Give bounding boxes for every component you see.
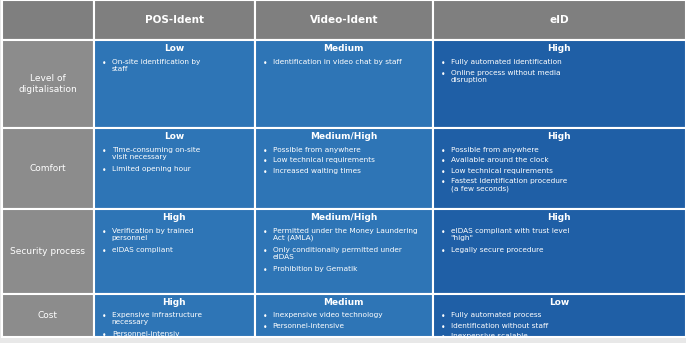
FancyBboxPatch shape	[1, 128, 94, 209]
Text: •: •	[441, 333, 445, 342]
Text: Fully automated process: Fully automated process	[451, 312, 541, 318]
Text: Available around the clock: Available around the clock	[451, 157, 548, 163]
Text: •: •	[102, 166, 107, 175]
Text: Possible from anywhere: Possible from anywhere	[272, 147, 360, 153]
Text: Online process without media
disruption: Online process without media disruption	[451, 70, 560, 83]
Text: On-site identification by
staff: On-site identification by staff	[112, 59, 200, 72]
Text: High: High	[547, 45, 571, 54]
Text: Cost: Cost	[38, 311, 58, 320]
FancyBboxPatch shape	[255, 209, 433, 294]
Text: eIDAS compliant: eIDAS compliant	[112, 247, 173, 253]
Text: Limited opening hour: Limited opening hour	[112, 166, 191, 172]
Text: Increased waiting times: Increased waiting times	[272, 168, 361, 174]
Text: Security process: Security process	[10, 247, 85, 256]
Text: High: High	[163, 297, 186, 307]
Text: •: •	[263, 228, 268, 237]
FancyBboxPatch shape	[94, 128, 255, 209]
Text: Identification in video chat by staff: Identification in video chat by staff	[272, 59, 401, 65]
FancyBboxPatch shape	[1, 0, 94, 40]
Text: •: •	[102, 312, 107, 321]
Text: Video-Ident: Video-Ident	[309, 15, 378, 25]
Text: •: •	[102, 331, 107, 340]
Text: Low technical requirements: Low technical requirements	[451, 168, 552, 174]
Text: •: •	[263, 312, 268, 321]
Text: Low technical requirements: Low technical requirements	[272, 157, 375, 163]
FancyBboxPatch shape	[255, 40, 433, 128]
FancyBboxPatch shape	[433, 209, 686, 294]
Text: •: •	[263, 266, 268, 275]
Text: •: •	[441, 312, 445, 321]
Text: •: •	[102, 147, 107, 156]
FancyBboxPatch shape	[433, 40, 686, 128]
FancyBboxPatch shape	[94, 294, 255, 338]
FancyBboxPatch shape	[94, 209, 255, 294]
FancyBboxPatch shape	[255, 128, 433, 209]
FancyBboxPatch shape	[255, 294, 433, 338]
Text: Low: Low	[164, 132, 185, 141]
FancyBboxPatch shape	[1, 209, 94, 294]
Text: Possible from anywhere: Possible from anywhere	[451, 147, 539, 153]
Text: •: •	[441, 228, 445, 237]
Text: eID: eID	[549, 15, 569, 25]
Text: Time-consuming on-site
visit necessary: Time-consuming on-site visit necessary	[112, 147, 200, 160]
Text: •: •	[441, 168, 445, 177]
Text: Inexpensive video technology: Inexpensive video technology	[272, 312, 382, 318]
Text: •: •	[102, 228, 107, 237]
Text: •: •	[263, 157, 268, 166]
Text: •: •	[263, 322, 268, 332]
Text: Identification without staff: Identification without staff	[451, 322, 548, 329]
FancyBboxPatch shape	[433, 0, 686, 40]
Text: •: •	[441, 247, 445, 256]
Text: Legally secure procedure: Legally secure procedure	[451, 247, 543, 253]
Text: Medium: Medium	[324, 297, 364, 307]
Text: Expensive infrastructure
necessary: Expensive infrastructure necessary	[112, 312, 202, 325]
Text: Low: Low	[549, 297, 569, 307]
Text: •: •	[441, 322, 445, 332]
Text: High: High	[547, 132, 571, 141]
Text: Fastest identification procedure
(a few seconds): Fastest identification procedure (a few …	[451, 178, 567, 192]
Text: Permitted under the Money Laundering
Act (AMLA): Permitted under the Money Laundering Act…	[272, 228, 417, 241]
Text: POS-Ident: POS-Ident	[145, 15, 204, 25]
Text: •: •	[441, 59, 445, 68]
Text: Level of
digitalisation: Level of digitalisation	[19, 74, 78, 94]
FancyBboxPatch shape	[94, 0, 255, 40]
Text: Medium/High: Medium/High	[310, 132, 377, 141]
Text: •: •	[441, 157, 445, 166]
Text: Medium/High: Medium/High	[310, 213, 377, 222]
Text: High: High	[547, 213, 571, 222]
Text: •: •	[102, 247, 107, 256]
FancyBboxPatch shape	[255, 0, 433, 40]
Text: •: •	[441, 178, 445, 187]
Text: Inexpensive scalable: Inexpensive scalable	[451, 333, 528, 339]
Text: •: •	[102, 59, 107, 68]
Text: Fully automated identification: Fully automated identification	[451, 59, 561, 65]
Text: eIDAS compliant with trust level
"high": eIDAS compliant with trust level "high"	[451, 228, 569, 241]
Text: Prohibition by Gematik: Prohibition by Gematik	[272, 266, 357, 272]
Text: •: •	[263, 247, 268, 256]
FancyBboxPatch shape	[1, 294, 94, 338]
Text: Only conditionally permitted under
eIDAS: Only conditionally permitted under eIDAS	[272, 247, 401, 260]
Text: Medium: Medium	[324, 45, 364, 54]
Text: •: •	[441, 147, 445, 156]
Text: High: High	[163, 213, 186, 222]
Text: Verification by trained
personnel: Verification by trained personnel	[112, 228, 193, 241]
Text: Low: Low	[164, 45, 185, 54]
Text: Personnel-intensiv: Personnel-intensiv	[112, 331, 179, 338]
FancyBboxPatch shape	[94, 40, 255, 128]
Text: •: •	[263, 59, 268, 68]
FancyBboxPatch shape	[433, 294, 686, 338]
FancyBboxPatch shape	[1, 40, 94, 128]
Text: •: •	[441, 70, 445, 79]
FancyBboxPatch shape	[433, 128, 686, 209]
Text: •: •	[263, 147, 268, 156]
Text: Comfort: Comfort	[29, 164, 66, 173]
Text: •: •	[263, 168, 268, 177]
Text: Personnel-intensive: Personnel-intensive	[272, 322, 344, 329]
